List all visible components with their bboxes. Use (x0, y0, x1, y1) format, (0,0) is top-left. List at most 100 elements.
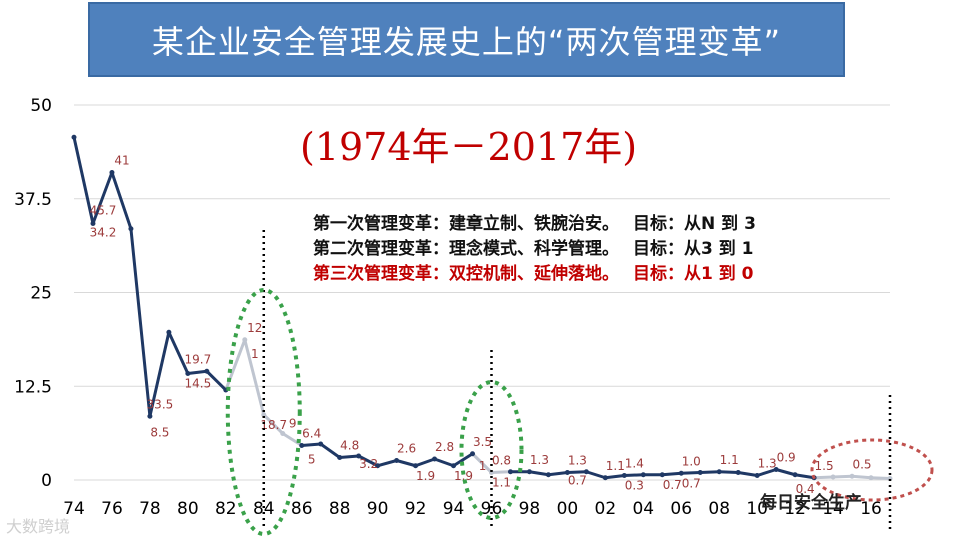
x-tick-label: 00 (557, 499, 579, 519)
series-segment (148, 330, 171, 418)
data-point (204, 368, 210, 374)
reform-goal-2: 目标：从3 到 1 (633, 239, 754, 259)
data-point (583, 469, 589, 475)
data-label: 0.5 (852, 457, 871, 471)
data-label: 1.1 (492, 476, 511, 490)
series-segment (546, 471, 569, 477)
data-point (735, 470, 741, 475)
series-segment (433, 457, 456, 468)
data-label: 14.5 (185, 377, 212, 391)
series-segment (300, 442, 323, 447)
data-label: 4.8 (340, 439, 359, 453)
data-point (621, 473, 627, 478)
data-label: 0.7 (682, 476, 701, 490)
reform-name-3: 第三次管理变革：双控机制、延伸落地。 (313, 264, 619, 284)
data-point (71, 134, 77, 140)
data-point (773, 467, 779, 472)
series-segment (812, 475, 835, 480)
series-segment (186, 369, 209, 375)
series-segment (338, 454, 361, 459)
x-tick-label: 94 (443, 499, 465, 519)
x-tick-label: 92 (405, 499, 427, 519)
data-label: 34.2 (90, 226, 117, 240)
series-segment (869, 476, 892, 480)
series-segment (793, 473, 816, 480)
data-label: 1.0 (682, 454, 701, 468)
data-point (356, 453, 362, 459)
period-label: (1974年－2017年) (300, 125, 638, 169)
data-label: 0.3 (625, 479, 644, 493)
data-label: 33.5 (147, 397, 174, 411)
x-tick-label: 14 (822, 499, 844, 519)
x-tick-label: 16 (860, 499, 882, 519)
data-label: 1.4 (625, 457, 644, 471)
series-segment (565, 470, 588, 474)
data-point (754, 473, 760, 478)
series-segment (850, 474, 873, 480)
data-point (90, 221, 96, 226)
data-label: 1.1 (606, 459, 625, 473)
x-tick-label: 04 (632, 499, 654, 519)
reform-name-1: 第一次管理变革：建章立制、铁腕治安。 (313, 214, 619, 234)
series-segment (72, 135, 95, 225)
x-tick-label: 06 (670, 499, 692, 519)
reform-row-1: 第一次管理变革：建章立制、铁腕治安。 目标：从N 到 3 (313, 212, 756, 237)
series-segment (205, 369, 228, 392)
data-label: 0.4 (796, 482, 815, 496)
y-tick-label: 50 (30, 96, 52, 116)
data-label: 0.9 (777, 451, 796, 465)
series-segment (91, 171, 114, 225)
third-reform-ellipse (810, 438, 934, 502)
data-point (337, 455, 343, 460)
data-point (716, 469, 722, 475)
series-segment (129, 227, 152, 418)
x-tick-label: 88 (329, 499, 351, 519)
series-segment (281, 432, 304, 447)
data-label: 12 (247, 321, 262, 335)
data-point (507, 469, 513, 475)
data-label: 6.4 (302, 427, 321, 441)
reform-goal-1: 目标：从N 到 3 (633, 214, 756, 234)
series-segment (224, 338, 247, 392)
data-point (697, 470, 703, 475)
series-segment (774, 468, 797, 477)
data-point (849, 473, 855, 479)
data-label: 1.1 (720, 453, 739, 467)
series-segment (414, 457, 437, 468)
data-point (526, 469, 532, 475)
series-segment (262, 413, 285, 435)
series-segment (452, 452, 475, 468)
data-point (318, 441, 324, 447)
data-point (451, 463, 457, 469)
data-point (659, 472, 665, 478)
y-tick-label: 12.5 (14, 377, 52, 397)
series-segment (395, 459, 418, 468)
x-tick-label: 12 (784, 499, 806, 519)
series-segment (679, 471, 702, 475)
series-segment (243, 338, 266, 417)
watermark-text: 大数跨境 (6, 517, 71, 536)
data-label: 2.6 (397, 442, 416, 456)
y-tick-label: 0 (41, 471, 52, 491)
data-label: 3.2 (359, 457, 378, 471)
second-reform-ellipse (459, 380, 524, 520)
x-tick-label: 08 (708, 499, 730, 519)
data-label: 45.7 (90, 204, 117, 218)
series-segment (755, 468, 778, 477)
data-point (394, 458, 400, 463)
data-label: 1.9 (454, 469, 473, 483)
brand-label: 每日安全生产 (760, 493, 862, 513)
data-point (830, 474, 836, 480)
data-label: 1.3 (568, 454, 587, 468)
slide-title: 某企业安全管理发展史上的“两次管理变革” (88, 2, 845, 77)
reform-row-3: 第三次管理变革：双控机制、延伸落地。 目标：从1 到 0 (313, 262, 756, 287)
data-label: 0.7 (568, 474, 587, 488)
data-point (470, 451, 476, 457)
x-tick-label: 98 (519, 499, 541, 519)
data-label: 1 (479, 459, 487, 473)
series-segment (319, 442, 342, 459)
data-label: 9 (289, 417, 297, 431)
data-label: 0.7 (663, 478, 682, 492)
x-tick-label: 96 (481, 499, 503, 519)
data-point (109, 170, 115, 175)
